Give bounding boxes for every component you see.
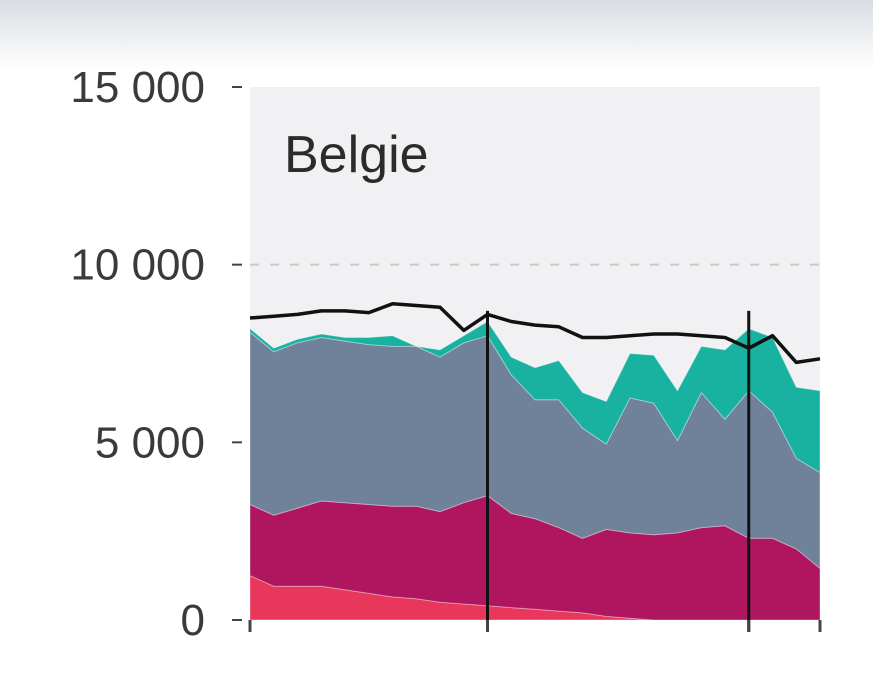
chart-title: Belgie — [284, 126, 429, 184]
y-tick-label-2: 10 000 — [70, 241, 205, 290]
total-line — [249, 302, 821, 365]
y-tick-label-0: 0 — [181, 596, 205, 645]
y-tick-label-1: 5 000 — [95, 418, 205, 467]
area-series-2 — [249, 331, 821, 570]
top-shade — [0, 0, 873, 70]
area-series-3 — [249, 320, 821, 474]
y-tick-label-3: 15 000 — [70, 63, 205, 112]
